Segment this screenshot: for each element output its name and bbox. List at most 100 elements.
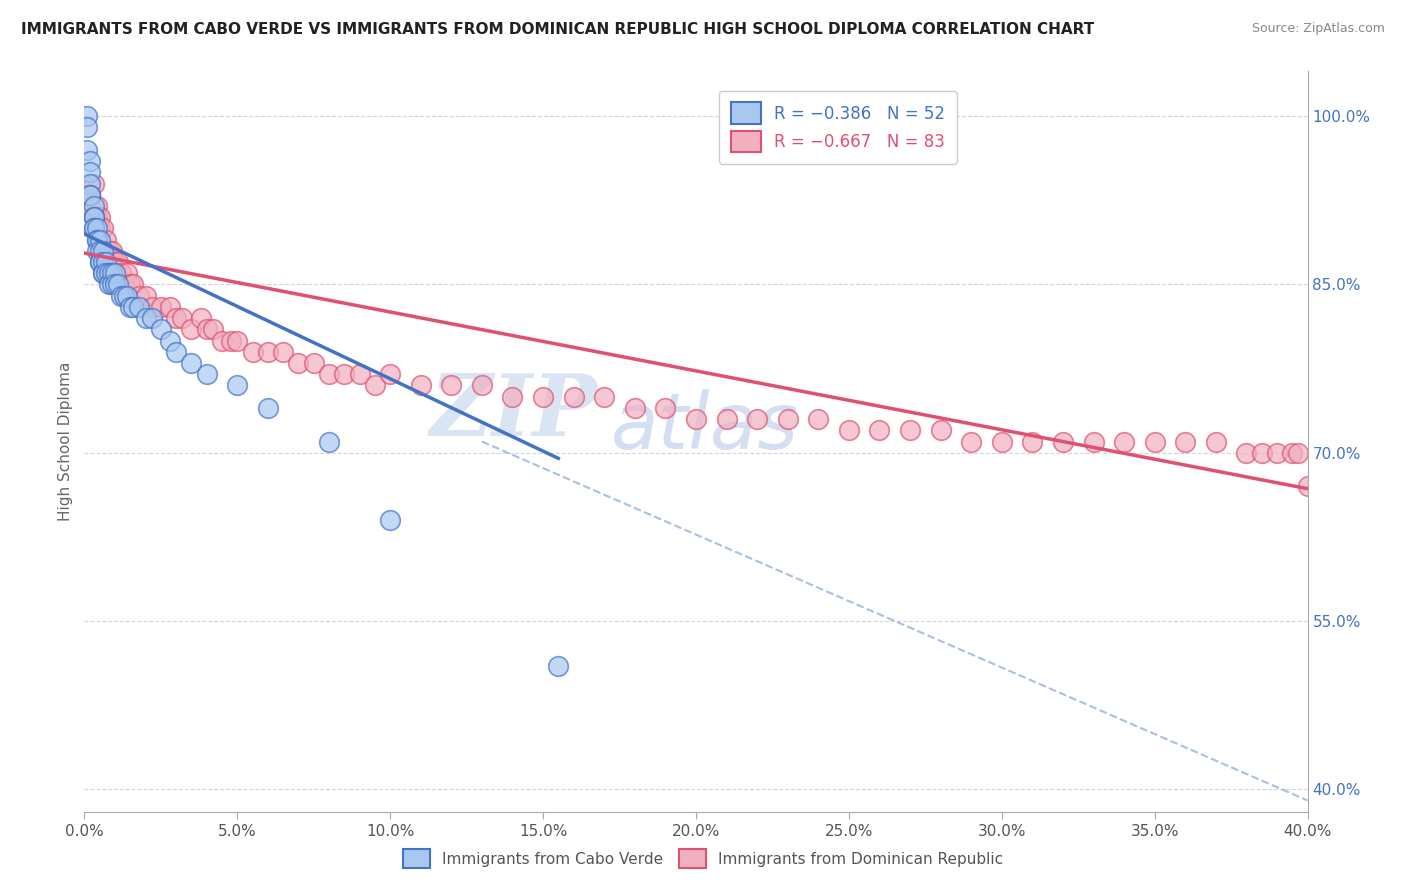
Point [165, 344, 187, 359]
Point [86, 233, 108, 247]
Point [86, 221, 108, 235]
Point [257, 344, 280, 359]
Point [91, 266, 114, 280]
Point [112, 277, 135, 292]
Point [110, 266, 132, 280]
Point [104, 266, 127, 280]
Point [91, 244, 114, 258]
Point [89, 233, 111, 247]
Point [86, 244, 108, 258]
Point [135, 289, 157, 303]
Point [91, 255, 114, 269]
Point [76, 109, 98, 123]
Point [97, 255, 120, 269]
Point [120, 277, 142, 292]
Point [219, 334, 242, 348]
Point [104, 255, 127, 269]
Point [1021, 434, 1043, 449]
Point [76, 143, 98, 157]
Point [271, 344, 294, 359]
Point [107, 255, 129, 269]
Point [86, 210, 108, 224]
Point [79, 187, 101, 202]
Point [716, 412, 738, 426]
Point [94, 255, 117, 269]
Point [172, 311, 194, 326]
Point [1265, 446, 1288, 460]
Point [1296, 479, 1319, 493]
Point [89, 255, 111, 269]
Point [159, 300, 181, 314]
Point [101, 244, 124, 258]
Point [83, 210, 105, 224]
Point [83, 221, 105, 235]
Point [79, 187, 101, 202]
Point [86, 221, 108, 235]
Point [747, 412, 769, 426]
Point [86, 199, 108, 213]
Point [838, 423, 860, 437]
Point [531, 390, 554, 404]
Point [89, 255, 111, 269]
Point [211, 334, 233, 348]
Point [1236, 446, 1258, 460]
Point [101, 277, 124, 292]
Point [180, 356, 202, 370]
Point [165, 311, 187, 326]
Legend: Immigrants from Cabo Verde, Immigrants from Dominican Republic: Immigrants from Cabo Verde, Immigrants f… [395, 841, 1011, 875]
Point [226, 334, 249, 348]
Y-axis label: High School Diploma: High School Diploma [58, 362, 73, 521]
Point [79, 154, 101, 169]
Point [128, 289, 150, 303]
Point [349, 368, 371, 382]
Point [380, 368, 402, 382]
Point [685, 412, 707, 426]
Point [195, 368, 218, 382]
Point [1205, 434, 1227, 449]
Point [898, 423, 921, 437]
Point [120, 300, 142, 314]
Point [242, 344, 264, 359]
Point [91, 221, 114, 235]
Point [960, 434, 983, 449]
Point [1281, 446, 1303, 460]
Text: ZIP: ZIP [430, 370, 598, 454]
Point [1286, 446, 1309, 460]
Point [149, 300, 172, 314]
Point [562, 390, 585, 404]
Point [1250, 446, 1272, 460]
Point [991, 434, 1014, 449]
Point [86, 233, 108, 247]
Point [149, 322, 172, 336]
Point [929, 423, 952, 437]
Point [135, 311, 157, 326]
Point [79, 187, 101, 202]
Point [97, 277, 120, 292]
Point [547, 659, 569, 673]
Point [180, 322, 202, 336]
Point [141, 311, 163, 326]
Point [107, 277, 129, 292]
Point [195, 322, 218, 336]
Point [624, 401, 647, 415]
Point [409, 378, 432, 392]
Point [89, 221, 111, 235]
Point [128, 300, 150, 314]
Point [115, 266, 138, 280]
Point [364, 378, 387, 392]
Point [76, 120, 98, 135]
Point [94, 244, 117, 258]
Text: IMMIGRANTS FROM CABO VERDE VS IMMIGRANTS FROM DOMINICAN REPUBLIC HIGH SCHOOL DIP: IMMIGRANTS FROM CABO VERDE VS IMMIGRANTS… [21, 22, 1094, 37]
Point [104, 266, 127, 280]
Point [593, 390, 616, 404]
Point [440, 378, 463, 392]
Point [1143, 434, 1166, 449]
Point [287, 356, 309, 370]
Point [122, 277, 145, 292]
Point [302, 356, 325, 370]
Point [91, 244, 114, 258]
Point [257, 401, 280, 415]
Point [115, 289, 138, 303]
Point [94, 233, 117, 247]
Point [83, 210, 105, 224]
